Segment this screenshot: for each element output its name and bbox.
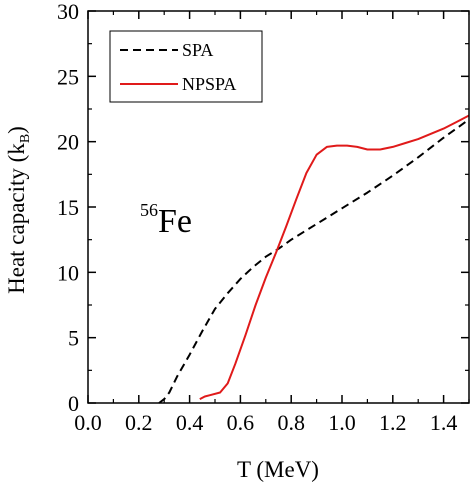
y-tick-label: 30 [57, 0, 79, 24]
y-axis-title-main: Heat capacity (k [4, 143, 29, 294]
x-tick-label: 1.4 [430, 410, 458, 435]
y-tick-label: 0 [68, 391, 79, 416]
y-tick-label: 25 [57, 64, 79, 89]
legend-label-npspa: NPSPA [182, 74, 236, 94]
y-axis-title-subscript: B [18, 134, 33, 143]
y-tick-label: 15 [57, 195, 79, 220]
series-line-spa [158, 118, 470, 404]
x-tick-label: 1.2 [379, 410, 407, 435]
series-line-npspa [199, 114, 470, 400]
series-layer [158, 114, 470, 404]
y-tick-label: 5 [68, 326, 79, 351]
x-axis-ticks [87, 11, 470, 403]
nucleus-mass-number: 56 [140, 200, 158, 220]
x-tick-label: 0.4 [176, 410, 204, 435]
x-tick-label: 0.6 [227, 410, 255, 435]
y-axis-title: Heat capacity (kB) [4, 126, 33, 294]
x-axis-tick-labels: 0.0 0.2 0.4 0.6 0.8 1.0 1.2 1.4 [74, 410, 457, 435]
nucleus-annotation: 56Fe [140, 200, 192, 240]
y-axis-title-close: ) [4, 126, 29, 134]
y-tick-label: 20 [57, 130, 79, 155]
x-tick-label: 0.0 [74, 410, 102, 435]
nucleus-symbol: Fe [158, 203, 192, 240]
legend-label-spa: SPA [182, 40, 213, 60]
legend: SPA NPSPA [109, 30, 263, 103]
x-tick-label: 1.0 [328, 410, 356, 435]
x-axis-title: T (MeV) [237, 457, 319, 482]
x-tick-label: 0.8 [277, 410, 305, 435]
x-tick-label: 0.2 [125, 410, 153, 435]
legend-box [109, 30, 263, 103]
plot-frame [87, 10, 470, 404]
y-axis-tick-labels: 0 5 10 15 20 25 30 [57, 0, 79, 416]
y-tick-label: 10 [57, 260, 79, 285]
